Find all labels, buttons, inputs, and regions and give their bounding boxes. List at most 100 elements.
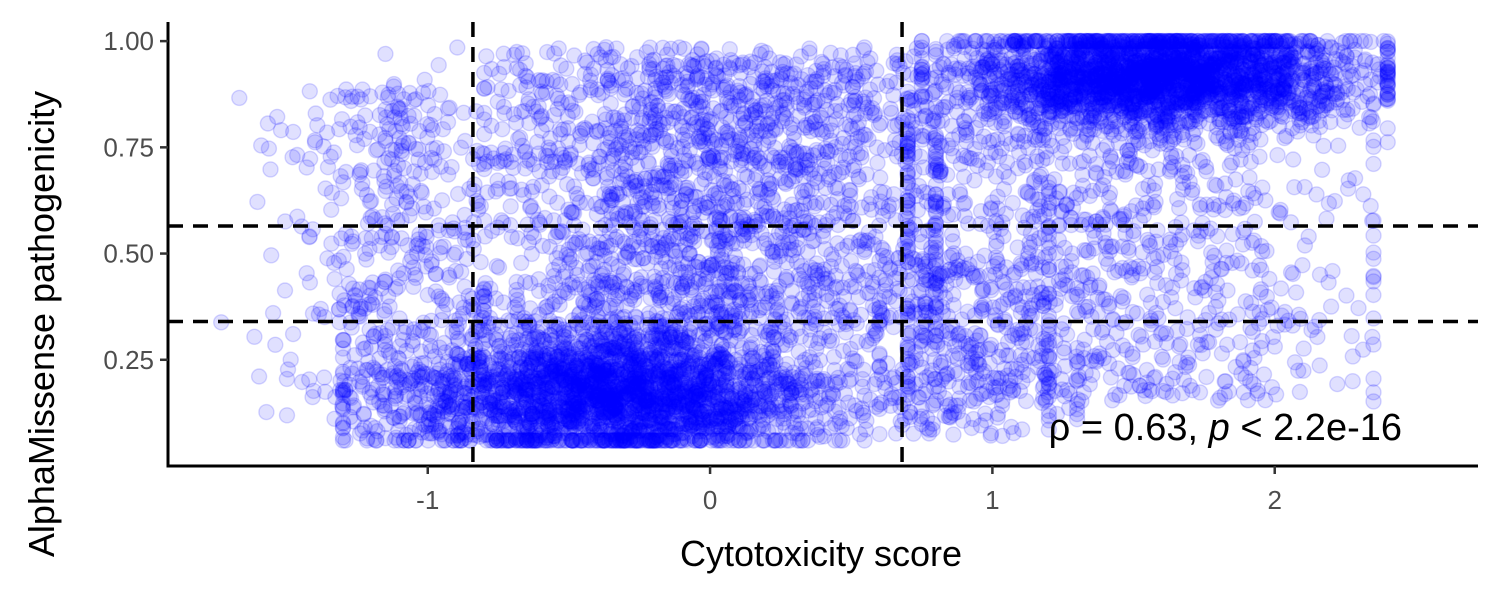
data-point bbox=[537, 380, 554, 397]
data-point bbox=[484, 390, 502, 407]
data-point bbox=[521, 357, 539, 374]
data-point bbox=[654, 390, 671, 408]
data-point bbox=[771, 403, 788, 420]
data-point bbox=[713, 336, 731, 354]
data-point bbox=[676, 360, 693, 377]
data-point bbox=[691, 364, 709, 381]
data-point bbox=[586, 415, 603, 432]
data-point bbox=[570, 350, 587, 368]
data-point bbox=[499, 366, 516, 383]
data-point bbox=[646, 348, 663, 366]
data-point bbox=[656, 349, 673, 366]
data-point bbox=[719, 352, 736, 370]
data-point bbox=[726, 432, 744, 449]
data-point bbox=[617, 340, 634, 358]
data-point bbox=[533, 408, 550, 425]
data-point bbox=[624, 423, 641, 440]
data-point bbox=[665, 426, 682, 443]
data-point bbox=[589, 357, 606, 374]
data-point bbox=[624, 399, 641, 416]
data-point bbox=[507, 380, 524, 397]
data-point bbox=[513, 391, 531, 408]
data-point bbox=[697, 369, 714, 386]
data-point bbox=[551, 296, 568, 313]
data-point bbox=[610, 405, 628, 422]
data-point bbox=[797, 393, 815, 410]
data-point bbox=[563, 405, 580, 422]
data-point bbox=[653, 324, 671, 342]
data-point bbox=[529, 356, 546, 373]
data-point bbox=[677, 379, 694, 397]
data-point bbox=[488, 397, 505, 415]
data-point bbox=[508, 384, 525, 402]
data-point bbox=[642, 344, 659, 361]
data-point bbox=[487, 290, 504, 307]
data-point bbox=[713, 408, 730, 426]
data-point bbox=[526, 432, 543, 449]
data-point bbox=[487, 428, 504, 445]
data-point bbox=[553, 369, 571, 386]
data-point bbox=[501, 180, 518, 197]
data-point bbox=[598, 384, 616, 401]
data-point bbox=[718, 416, 735, 433]
data-point bbox=[635, 401, 653, 418]
data-point bbox=[607, 396, 624, 413]
data-point bbox=[609, 425, 626, 442]
data-point bbox=[640, 391, 657, 409]
data-point bbox=[522, 427, 540, 444]
data-point bbox=[718, 427, 736, 444]
data-point bbox=[663, 391, 680, 408]
data-point bbox=[577, 349, 595, 366]
data-point bbox=[345, 397, 363, 414]
data-point bbox=[674, 398, 692, 416]
data-point bbox=[589, 361, 606, 378]
data-point bbox=[581, 347, 599, 364]
data-point bbox=[719, 404, 737, 421]
data-point bbox=[626, 386, 643, 403]
data-point bbox=[556, 403, 574, 420]
data-point bbox=[590, 367, 607, 384]
data-point bbox=[555, 358, 572, 375]
data-point bbox=[478, 432, 495, 449]
data-point bbox=[593, 337, 611, 354]
data-point bbox=[556, 360, 573, 377]
data-point bbox=[591, 406, 608, 423]
data-point bbox=[337, 381, 354, 399]
data-point bbox=[741, 410, 758, 427]
data-point bbox=[564, 432, 581, 449]
data-point bbox=[566, 375, 583, 393]
data-point bbox=[510, 430, 528, 447]
data-point bbox=[642, 380, 659, 398]
data-point bbox=[706, 346, 723, 363]
data-point bbox=[712, 345, 729, 362]
data-point bbox=[726, 318, 743, 336]
data-point bbox=[545, 261, 562, 279]
data-point bbox=[607, 347, 624, 364]
data-point bbox=[515, 421, 532, 438]
data-point bbox=[537, 413, 554, 430]
data-point bbox=[596, 370, 614, 387]
data-point bbox=[554, 361, 572, 378]
data-point bbox=[659, 332, 676, 349]
data-point bbox=[608, 368, 625, 385]
data-point bbox=[606, 400, 623, 418]
data-point bbox=[799, 432, 817, 449]
data-point bbox=[420, 411, 437, 428]
data-point bbox=[581, 360, 598, 377]
data-point bbox=[643, 372, 661, 389]
data-point bbox=[626, 402, 643, 419]
data-point bbox=[720, 388, 737, 405]
data-point bbox=[520, 414, 538, 431]
data-point bbox=[656, 331, 673, 348]
data-point bbox=[588, 355, 605, 372]
data-point bbox=[368, 363, 386, 380]
data-point bbox=[540, 417, 557, 435]
data-point bbox=[687, 385, 704, 402]
data-point bbox=[490, 407, 507, 425]
data-point bbox=[342, 389, 360, 407]
data-point bbox=[606, 382, 624, 399]
data-point bbox=[731, 406, 748, 423]
data-point bbox=[825, 348, 843, 366]
data-point bbox=[588, 293, 605, 311]
data-point bbox=[478, 374, 495, 391]
